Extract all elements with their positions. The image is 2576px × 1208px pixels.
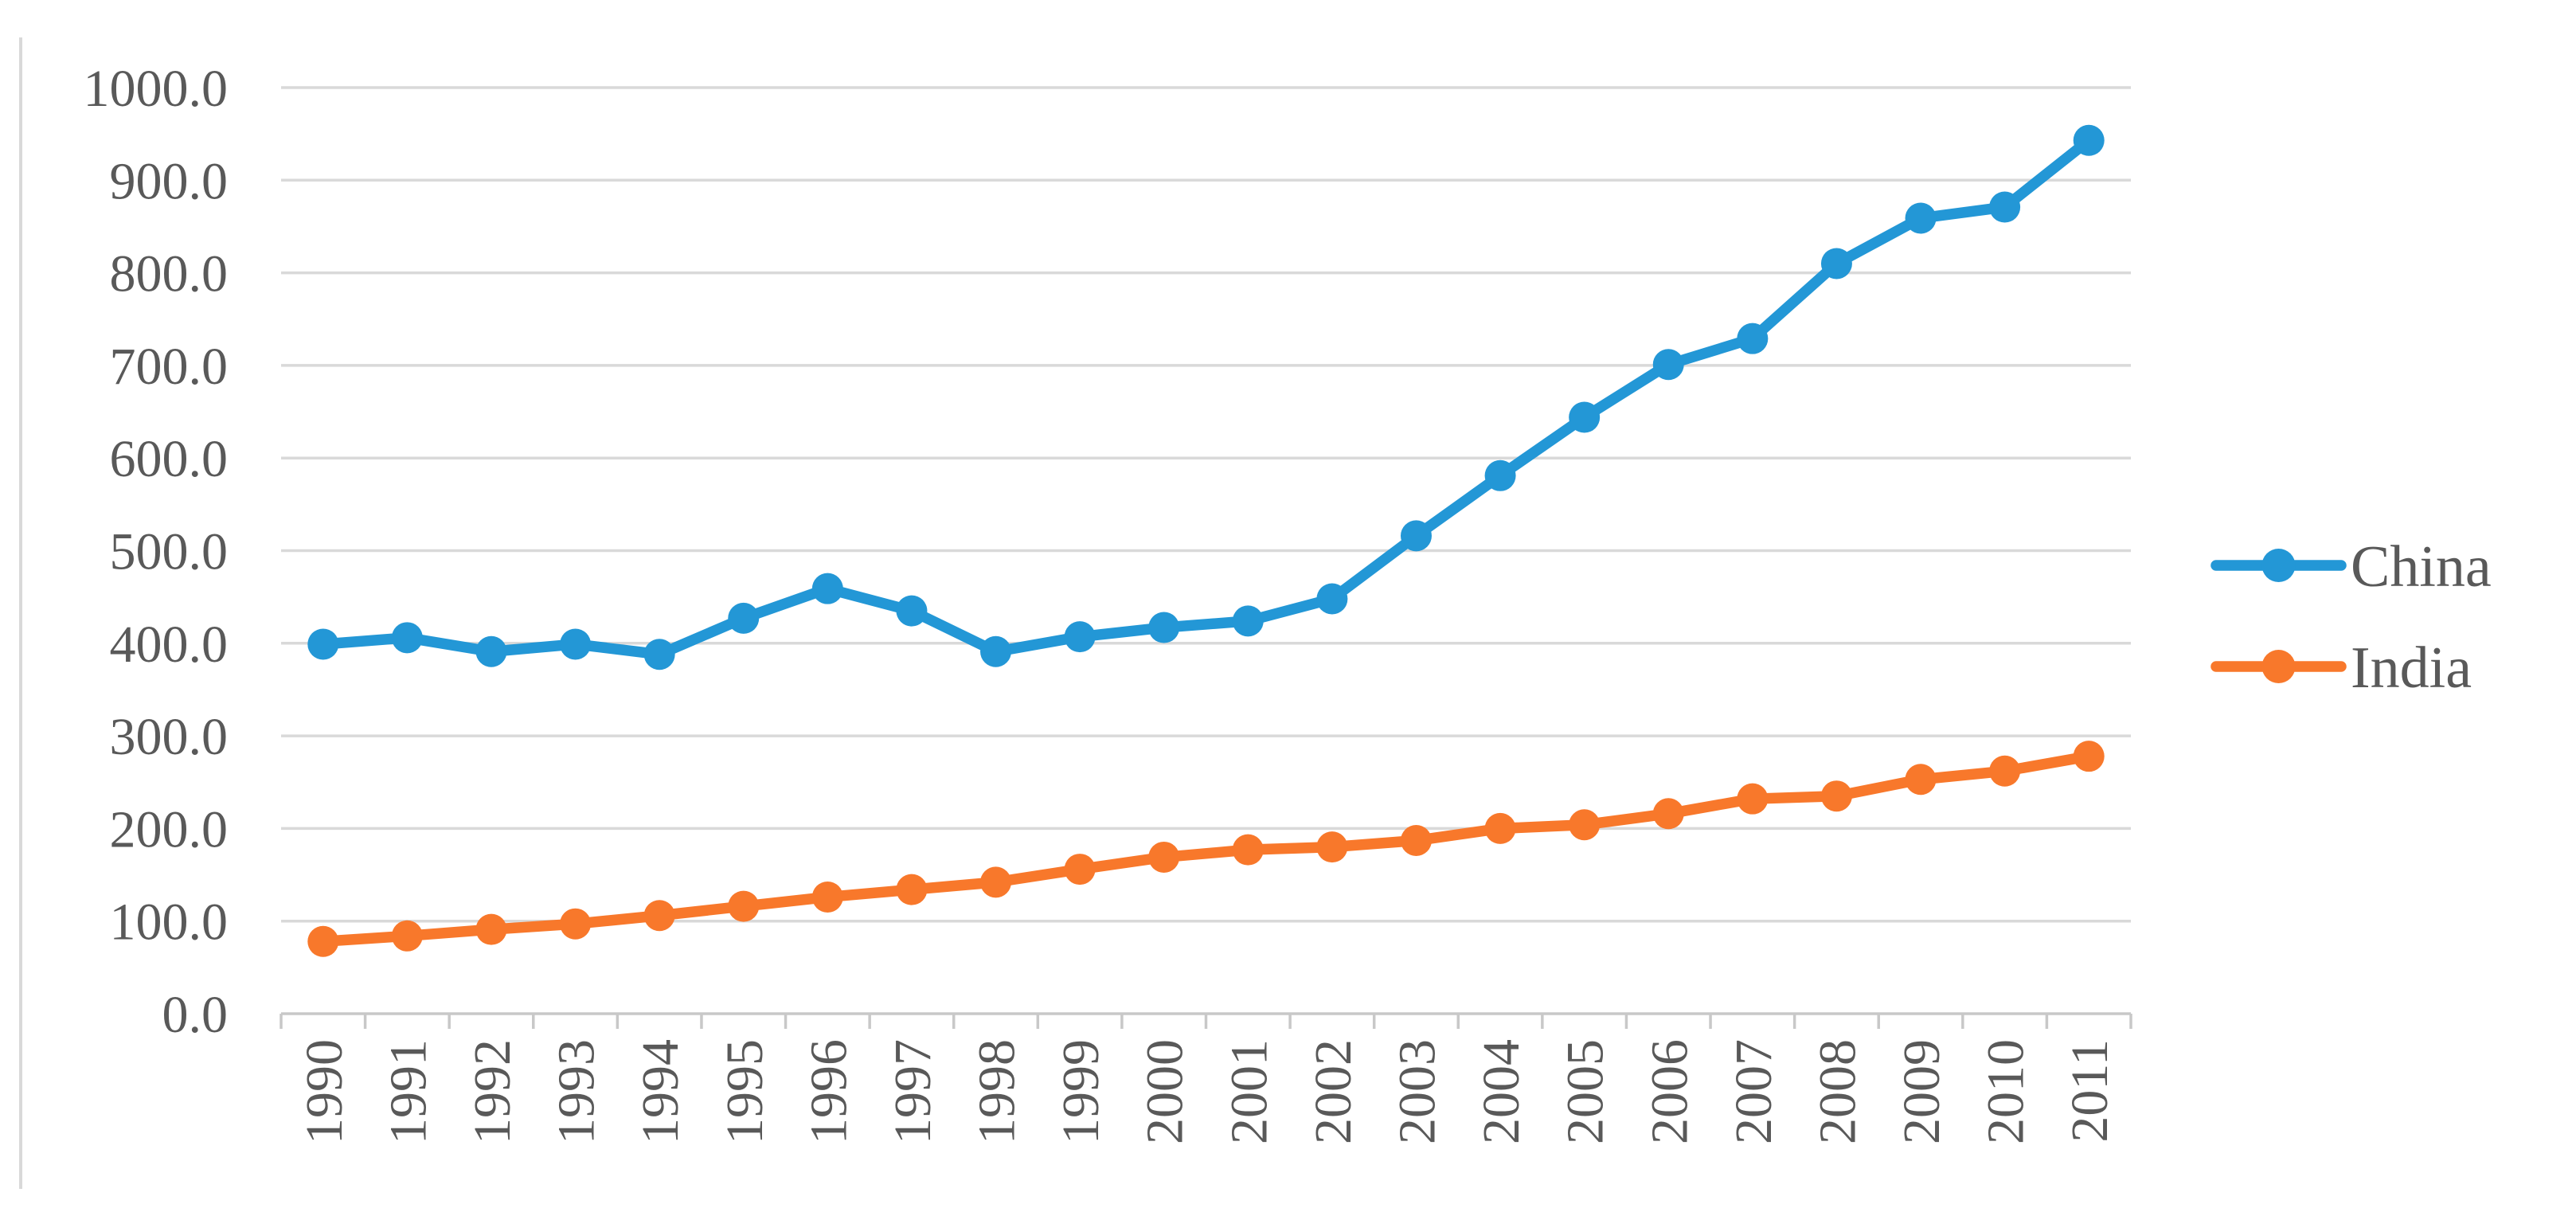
legend-label: India: [2351, 635, 2472, 701]
data-point-india-1999: [1064, 854, 1096, 885]
data-point-china-2009: [1905, 202, 1937, 234]
x-tick-label: 1999: [1052, 1039, 1110, 1144]
data-point-china-1998: [980, 635, 1012, 667]
data-point-india-1991: [391, 920, 423, 952]
x-tick-label: 1997: [884, 1039, 942, 1144]
data-point-china-1992: [475, 635, 507, 667]
x-tick-label: 1998: [968, 1039, 1026, 1144]
x-tick-label: 2011: [2061, 1039, 2119, 1143]
data-point-india-2010: [1989, 755, 2021, 787]
data-point-india-2000: [1148, 841, 1180, 873]
y-tick-label: 900.0: [110, 152, 229, 210]
data-point-china-1990: [307, 628, 339, 660]
data-point-china-1995: [728, 602, 760, 634]
x-tick-label: 2007: [1725, 1039, 1783, 1144]
data-point-china-2008: [1820, 248, 1852, 280]
x-tick-label: 2008: [1808, 1039, 1867, 1144]
x-tick-label: 2009: [1893, 1039, 1951, 1144]
x-tick-label: 1995: [716, 1039, 774, 1144]
data-point-china-2002: [1316, 583, 1348, 615]
x-tick-label: 1991: [379, 1039, 437, 1144]
data-point-china-2011: [2073, 124, 2105, 156]
y-tick-label: 100.0: [110, 893, 229, 952]
data-point-india-1990: [307, 925, 339, 957]
series-line-china: [318, 135, 2094, 660]
x-tick-label: 2001: [1220, 1039, 1278, 1144]
x-tick-label: 2010: [1977, 1039, 2035, 1144]
y-tick-label: 800.0: [110, 245, 229, 303]
series-line-india: [318, 750, 2094, 948]
data-point-india-2003: [1400, 825, 1432, 857]
data-point-india-2002: [1316, 831, 1348, 863]
x-tick-label: 2002: [1304, 1039, 1362, 1144]
x-tick-label: 1994: [631, 1039, 690, 1144]
data-point-india-2001: [1232, 834, 1264, 866]
legend-marker: [2261, 549, 2296, 582]
data-point-india-2011: [2073, 741, 2105, 772]
data-point-india-2009: [1905, 764, 1937, 796]
legend: China India: [2211, 534, 2492, 701]
data-point-china-2006: [1652, 349, 1684, 381]
data-point-india-1993: [560, 908, 592, 940]
x-tick-label: 2004: [1472, 1039, 1530, 1144]
data-point-india-1997: [896, 874, 928, 905]
data-point-china-2007: [1737, 323, 1769, 354]
data-point-china-1994: [643, 639, 675, 670]
x-tick-label: 2003: [1388, 1039, 1446, 1144]
data-point-china-1997: [896, 595, 928, 627]
y-tick-label: 500.0: [110, 523, 229, 581]
legend-label: China: [2351, 534, 2492, 600]
legend-marker: [2261, 650, 2296, 683]
data-point-china-2001: [1232, 605, 1264, 637]
data-point-india-1994: [643, 900, 675, 932]
data-point-india-1996: [811, 881, 843, 913]
data-point-china-2004: [1484, 459, 1516, 491]
data-point-china-2003: [1400, 520, 1432, 552]
y-axis-tick-labels: 0.0 100.0 200.0 300.0 400.0 500.0 600.0 700.0 80…: [84, 60, 229, 1044]
data-point-india-2007: [1737, 783, 1769, 815]
data-point-china-1999: [1064, 621, 1096, 653]
y-tick-label: 1000.0: [84, 60, 229, 118]
data-point-china-1991: [391, 622, 423, 654]
y-tick-label: 200.0: [110, 800, 229, 858]
x-axis: [279, 1012, 2132, 1029]
x-tick-label: 1993: [548, 1039, 606, 1144]
data-point-india-2005: [1569, 809, 1601, 841]
data-point-india-1992: [475, 913, 507, 945]
data-point-china-2000: [1148, 612, 1180, 643]
x-tick-label: 2006: [1640, 1039, 1698, 1144]
data-point-india-2004: [1484, 812, 1516, 844]
y-tick-label: 0.0: [162, 986, 229, 1044]
x-axis-tick-labels: 1990 1991 1992 1993 1994 1995 1996 1997 1998 1999…: [295, 1039, 2119, 1144]
x-tick-label: 2005: [1557, 1039, 1615, 1144]
data-point-india-2008: [1820, 780, 1852, 812]
legend-item-china: China: [2211, 534, 2492, 600]
data-point-india-1998: [980, 866, 1012, 898]
legend-item-india: India: [2211, 635, 2472, 701]
data-point-india-2006: [1652, 798, 1684, 830]
y-tick-label: 400.0: [110, 616, 229, 674]
x-tick-label: 1990: [295, 1039, 354, 1144]
data-series: [307, 124, 2105, 957]
x-tick-label: 2000: [1136, 1039, 1194, 1144]
y-tick-label: 300.0: [110, 708, 229, 766]
x-tick-label: 1992: [463, 1039, 522, 1144]
data-point-china-2005: [1569, 401, 1601, 433]
data-point-china-2010: [1989, 191, 2021, 223]
data-point-china-1996: [811, 573, 843, 604]
y-tick-label: 600.0: [110, 430, 229, 488]
y-tick-label: 700.0: [110, 338, 229, 396]
data-point-india-1995: [728, 890, 760, 922]
data-point-china-1993: [560, 628, 592, 660]
x-tick-label: 1996: [799, 1039, 858, 1144]
